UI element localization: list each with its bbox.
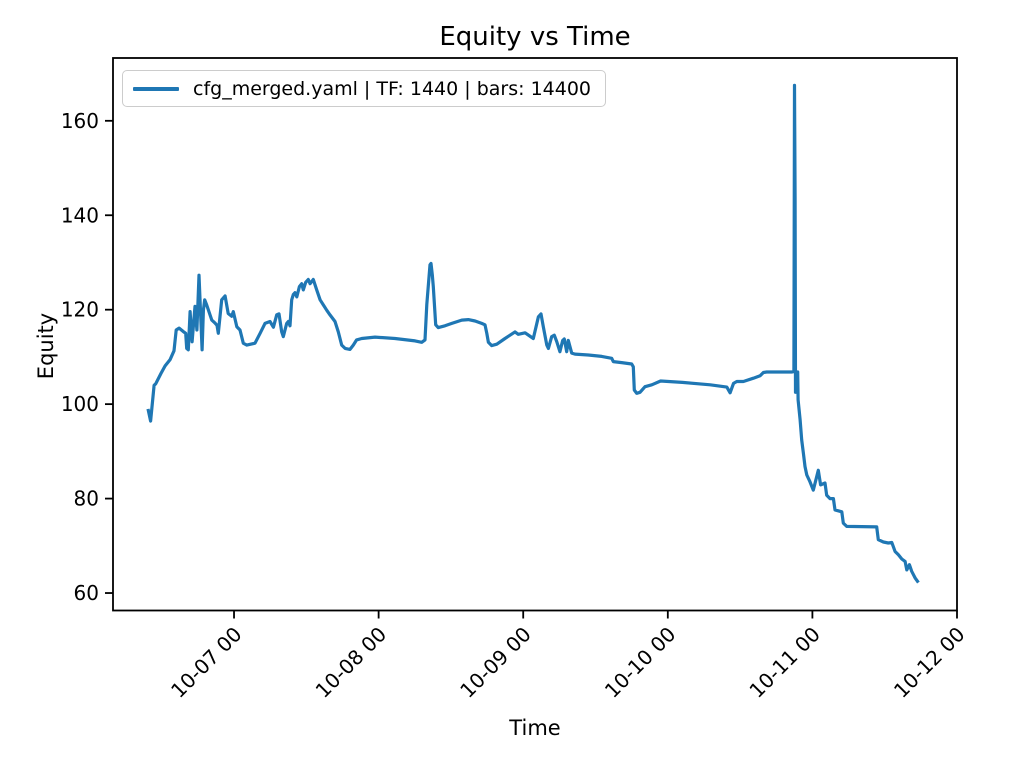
series-line — [146, 83, 920, 584]
x-tick-label: 10-12 00 — [889, 622, 970, 703]
y-tick-label: 100 — [61, 392, 99, 416]
plot-frame — [112, 57, 958, 612]
y-axis-label: Equity — [34, 312, 58, 380]
y-tick-label: 140 — [61, 203, 99, 227]
x-tick-label: 10-08 00 — [311, 622, 392, 703]
legend-swatch-line — [133, 86, 179, 91]
y-tick-label: 120 — [61, 298, 99, 322]
legend: cfg_merged.yaml | TF: 1440 | bars: 14400 — [122, 70, 607, 107]
y-tick-label: 60 — [74, 581, 99, 605]
x-axis-label: Time — [509, 716, 561, 740]
y-tick-label: 160 — [61, 109, 99, 133]
x-tick-label: 10-11 00 — [744, 622, 825, 703]
x-tick-label: 10-10 00 — [600, 622, 681, 703]
legend-label: cfg_merged.yaml | TF: 1440 | bars: 14400 — [193, 77, 592, 100]
x-tick-label: 10-07 00 — [166, 622, 247, 703]
y-tick-label: 80 — [74, 487, 99, 511]
chart-title: Equity vs Time — [439, 22, 631, 52]
x-tick-label: 10-09 00 — [455, 622, 536, 703]
